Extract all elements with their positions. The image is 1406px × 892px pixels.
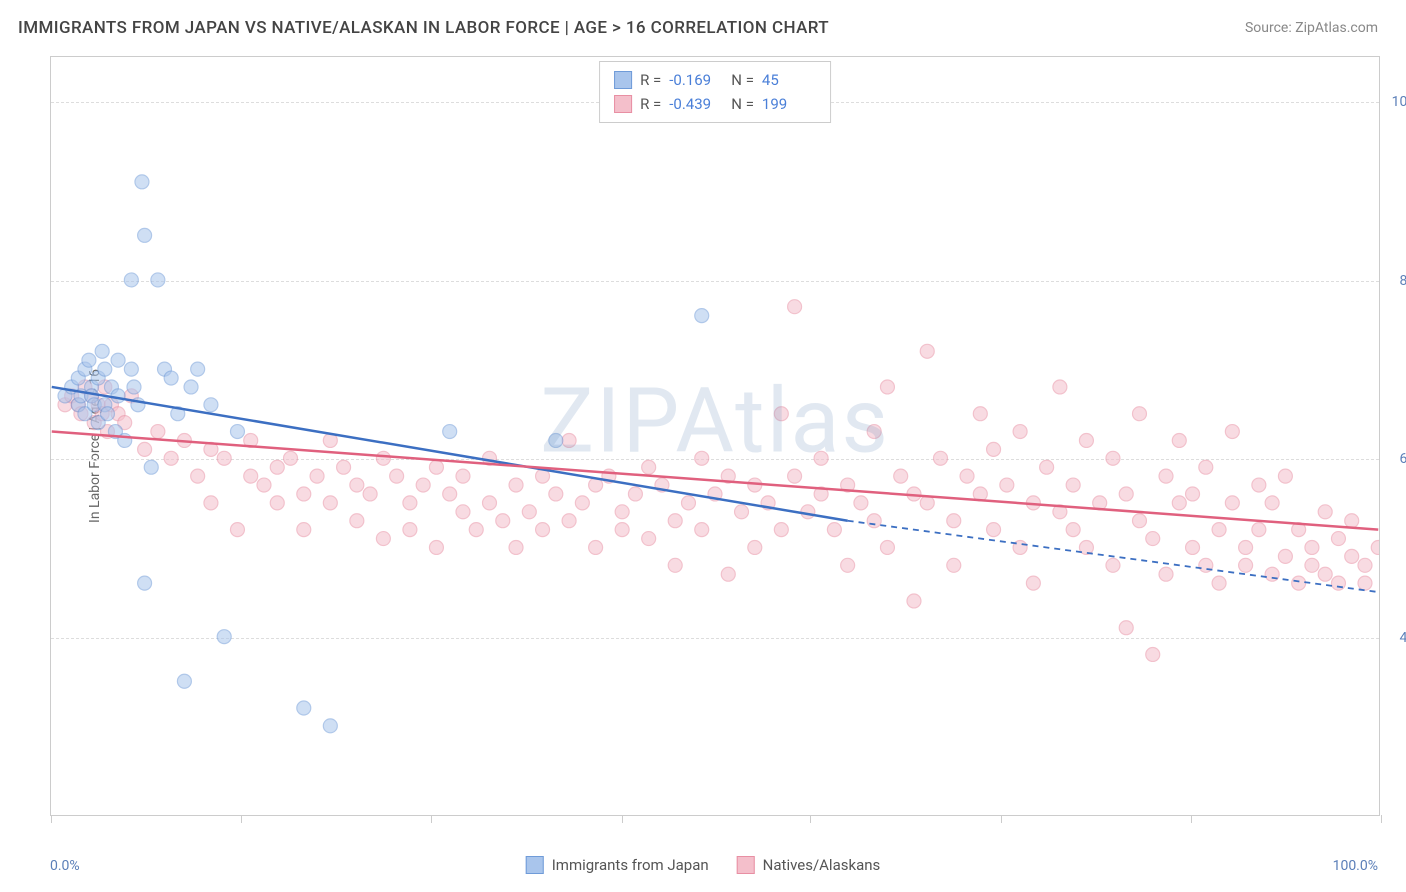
- x-tick: [1381, 815, 1382, 823]
- legend-label: Natives/Alaskans: [763, 856, 881, 874]
- n-label: N =: [731, 68, 754, 92]
- correlation-legend: R = -0.169 N = 45 R = -0.439 N = 199: [599, 61, 831, 123]
- series-legend: Immigrants from Japan Natives/Alaskans: [526, 856, 881, 874]
- x-axis-max-label: 100.0%: [1333, 858, 1378, 874]
- r-label: R =: [640, 92, 661, 116]
- x-tick: [810, 815, 811, 823]
- legend-label: Immigrants from Japan: [552, 856, 709, 874]
- x-tick: [431, 815, 432, 823]
- x-tick: [1001, 815, 1002, 823]
- y-tick-label: 80.0%: [1399, 273, 1406, 289]
- x-tick: [51, 815, 52, 823]
- r-label: R =: [640, 68, 661, 92]
- legend-row-series-1: R = -0.169 N = 45: [614, 68, 816, 92]
- legend-row-series-2: R = -0.439 N = 199: [614, 92, 816, 116]
- legend-swatch-pink: [737, 856, 755, 874]
- x-tick: [241, 815, 242, 823]
- y-tick-label: 40.0%: [1399, 630, 1406, 646]
- r-value-1: -0.169: [669, 68, 723, 92]
- legend-item-japan: Immigrants from Japan: [526, 856, 709, 874]
- legend-swatch-blue: [614, 71, 632, 89]
- x-tick: [622, 815, 623, 823]
- legend-item-natives: Natives/Alaskans: [737, 856, 881, 874]
- y-tick-label: 100.0%: [1392, 94, 1406, 110]
- r-value-2: -0.439: [669, 92, 723, 116]
- scatter-svg: [51, 57, 1379, 815]
- legend-swatch-blue: [526, 856, 544, 874]
- x-axis-min-label: 0.0%: [50, 858, 80, 874]
- legend-swatch-pink: [614, 95, 632, 113]
- n-value-2: 199: [762, 92, 816, 116]
- chart-title: IMMIGRANTS FROM JAPAN VS NATIVE/ALASKAN …: [18, 18, 829, 38]
- chart-plot-area: ZIPAtlas R = -0.169 N = 45 R = -0.439 N …: [50, 56, 1380, 816]
- source-attribution: Source: ZipAtlas.com: [1245, 20, 1378, 36]
- chart-header: IMMIGRANTS FROM JAPAN VS NATIVE/ALASKAN …: [0, 0, 1406, 46]
- n-value-1: 45: [762, 68, 816, 92]
- y-tick-label: 60.0%: [1399, 451, 1406, 467]
- x-tick: [1191, 815, 1192, 823]
- n-label: N =: [731, 92, 754, 116]
